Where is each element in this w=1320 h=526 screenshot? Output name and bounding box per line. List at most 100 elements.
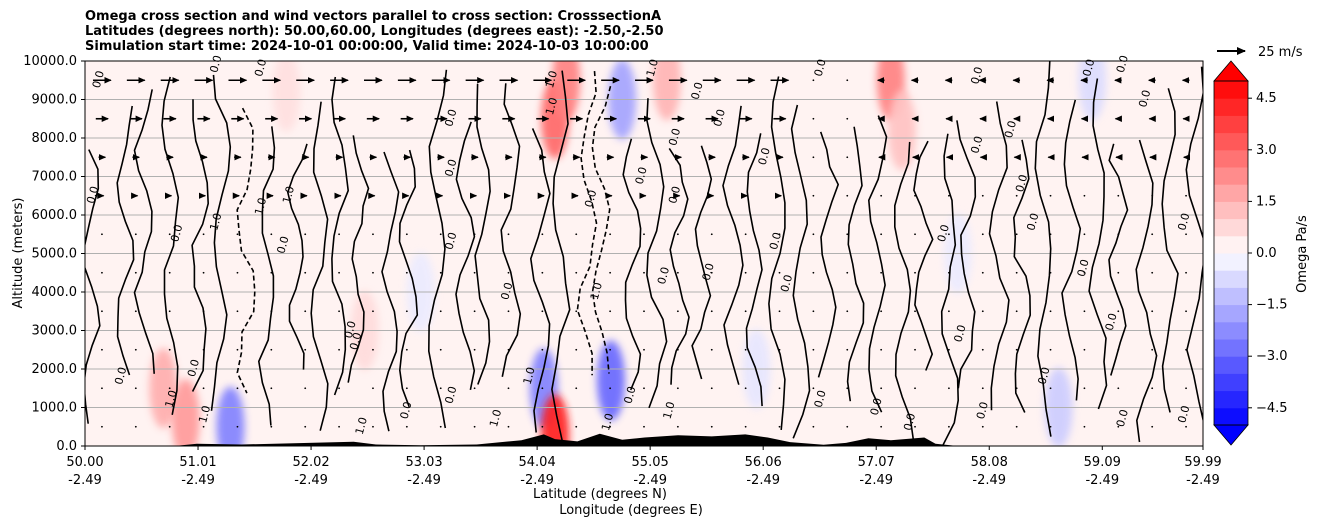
wind-vector-72 — [304, 348, 307, 351]
colorbar-segment-2 — [1214, 373, 1248, 392]
wind-vector-184 — [744, 233, 747, 236]
contour-label-3: 0.0 — [168, 223, 185, 243]
contour-label-16: 0.0 — [398, 400, 415, 420]
wind-vector-134 — [168, 271, 171, 274]
wind-vector-60 — [1015, 387, 1018, 390]
wind-vector-75 — [405, 348, 408, 351]
wind-vector-225 — [1015, 194, 1018, 197]
contour-label-29: 0.0 — [622, 385, 639, 405]
colorbar: 4.5 3.0 1.5 0.0 −1.5 −3.0 −4.5 — [1213, 60, 1288, 446]
contour-label-31: 0.0 — [655, 266, 672, 286]
wind-vector-71 — [270, 348, 273, 351]
contour-label-9: 0.0 — [274, 235, 291, 255]
wind-vector-151 — [744, 271, 747, 274]
contour-label-42: 0.0 — [812, 389, 829, 409]
contour-label-20: 0.0 — [498, 281, 515, 301]
wind-vector-74 — [372, 348, 374, 351]
y-axis-label: Altitude (meters) — [11, 198, 26, 309]
wind-vector-109 — [439, 310, 442, 313]
x-tick-lon-10: -2.49 — [1186, 473, 1220, 488]
wind-vector-165 — [101, 233, 103, 236]
contour-line-12 — [381, 151, 400, 432]
contour-line-14 — [427, 69, 448, 429]
colorbar-top-extension — [1213, 60, 1249, 82]
wind-vector-181 — [643, 233, 645, 236]
contour-line-5 — [210, 74, 232, 411]
wind-vector-112 — [541, 310, 544, 313]
contour-line-19 — [551, 70, 571, 443]
x-axis-label-latitude: Latitude (degrees N) — [533, 487, 667, 502]
contour-label-41: 0.0 — [778, 273, 795, 293]
wind-vector-133 — [134, 271, 137, 274]
contour-label-26: 1.0 — [588, 281, 605, 301]
wind-vector-116 — [676, 310, 679, 313]
wind-vector-131 — [1185, 310, 1187, 313]
x-axis: 50.00 -2.49 51.01 -2.49 52.02 -2.49 53.03 -2.49… — [66, 446, 1222, 488]
colorbar-segment-3 — [1214, 356, 1248, 374]
wind-vector-219 — [812, 194, 815, 197]
wind-vector-42 — [405, 387, 408, 390]
colorbar-segment-16 — [1214, 132, 1248, 151]
x-tick-lon-3: -2.49 — [407, 473, 441, 488]
wind-vector-76 — [439, 348, 442, 351]
wind-vector-142 — [439, 271, 442, 274]
contour-label-48: 0.0 — [968, 135, 985, 155]
colorbar-segment-5 — [1214, 321, 1248, 340]
x-tick-lat-8: 58.08 — [971, 455, 1008, 470]
contour-label-33: 0.0 — [666, 127, 683, 147]
wind-vector-6 — [304, 425, 307, 428]
contour-label-14: 0.0 — [342, 319, 359, 339]
wind-vector-87 — [812, 348, 815, 351]
wind-vector-92 — [981, 348, 984, 351]
wind-vector-16 — [643, 425, 645, 428]
x-tick-lat-0: 50.00 — [66, 455, 103, 470]
contour-label-18: 0.0 — [442, 108, 459, 128]
contour-label-50: 0.0 — [1002, 119, 1019, 139]
wind-vector-7 — [338, 425, 340, 428]
wind-vector-53 — [778, 387, 781, 390]
contour-label-6: 1.0 — [280, 185, 297, 205]
x-tick-lat-7: 57.07 — [858, 455, 895, 470]
wind-vector-114 — [609, 310, 612, 313]
wind-vector-230 — [1185, 194, 1187, 197]
contour-line-30 — [817, 131, 840, 378]
wind-vector-15 — [609, 425, 612, 428]
colorbar-tick-label-1: 3.0 — [1256, 143, 1277, 158]
wind-vector-172 — [338, 233, 340, 236]
wind-vector-140 — [372, 271, 374, 274]
wind-vector-11 — [473, 425, 476, 428]
x-tick-lon-5: -2.49 — [633, 473, 667, 488]
wind-vector-39 — [304, 387, 307, 390]
wind-vector-78 — [507, 348, 510, 351]
wind-vector-141 — [405, 271, 408, 274]
wind-vector-149 — [676, 271, 679, 274]
wind-vector-154 — [846, 271, 849, 274]
wind-vector-84 — [710, 348, 713, 351]
wind-vector-58 — [948, 387, 950, 390]
wind-vector-135 — [202, 271, 205, 274]
contour-label-34: 1.0 — [644, 58, 661, 78]
wind-vector-221 — [880, 194, 883, 197]
wind-vector-168 — [202, 233, 205, 236]
y-tick-label-0: 0.0 — [56, 439, 77, 454]
wind-vector-95 — [1083, 348, 1086, 351]
wind-vector-162 — [1117, 271, 1120, 274]
contour-line-41 — [1088, 78, 1108, 410]
wind-vector-137 — [270, 271, 273, 274]
wind-vector-171 — [304, 233, 307, 236]
x-tick-lon-7: -2.49 — [859, 473, 893, 488]
colorbar-segment-13 — [1214, 184, 1248, 202]
wind-vector-25 — [948, 425, 950, 428]
colorbar-tick-label-2: 1.5 — [1256, 194, 1277, 209]
wind-vectors — [92, 77, 1191, 428]
wind-vector-67 — [134, 348, 137, 351]
wind-vector-126 — [1015, 310, 1018, 313]
colorbar-segment-11 — [1214, 218, 1248, 237]
contour-label-43: 0.0 — [812, 58, 829, 78]
wind-vector-176 — [473, 233, 476, 236]
colorbar-bottom-extension — [1213, 424, 1249, 446]
quiver-key-label: 25 m/s — [1258, 45, 1303, 60]
wind-vector-4 — [236, 425, 239, 428]
colorbar-tick-label-0: 4.5 — [1256, 91, 1277, 106]
wind-vector-220 — [846, 194, 849, 197]
